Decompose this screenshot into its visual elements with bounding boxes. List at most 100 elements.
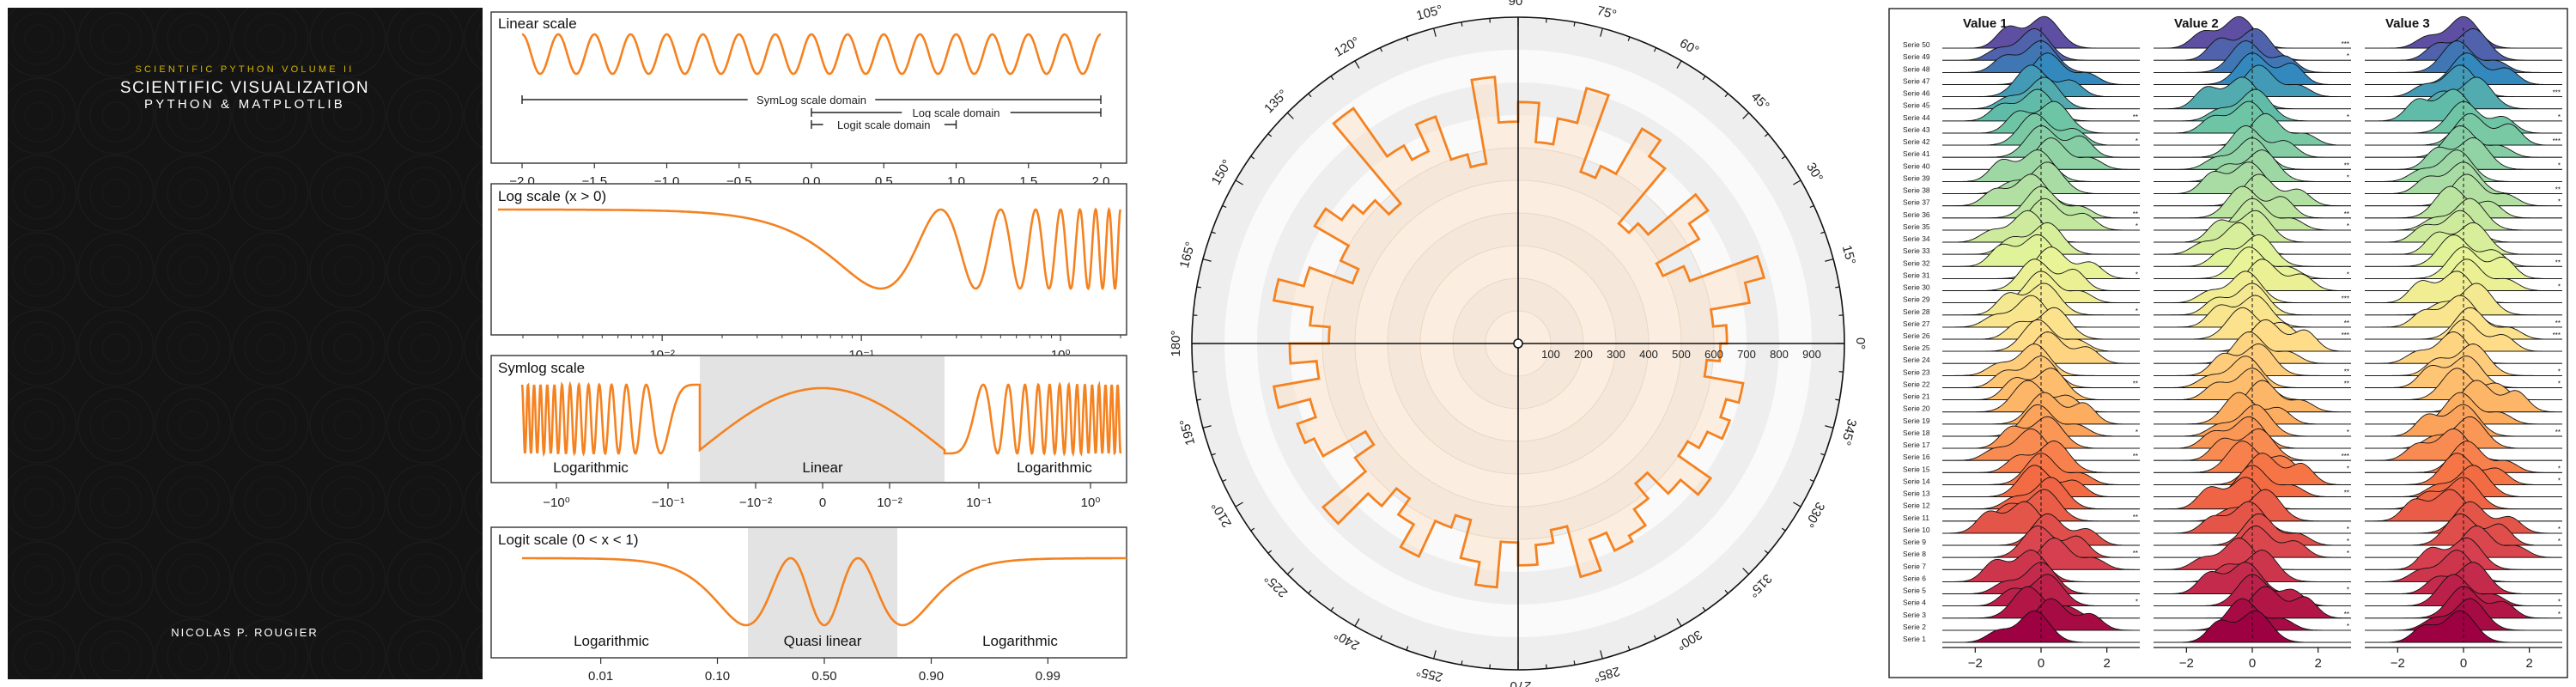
polar-angle-tick bbox=[1627, 646, 1631, 651]
x-tick-label: 0 bbox=[819, 495, 826, 510]
series-label: Serie 32 bbox=[1903, 258, 1930, 267]
series-label: Serie 28 bbox=[1903, 307, 1930, 316]
series-label: Serie 50 bbox=[1903, 40, 1930, 49]
series-label: Serie 40 bbox=[1903, 161, 1930, 170]
polar-angle-tick bbox=[1825, 258, 1834, 262]
x-tick-label: −10⁻² bbox=[739, 495, 772, 510]
series-label: Serie 43 bbox=[1903, 125, 1930, 134]
significance-mark: *** bbox=[2342, 331, 2349, 339]
polar-angle-tick bbox=[1809, 204, 1814, 209]
domain-label-bg bbox=[747, 93, 876, 105]
significance-mark: * bbox=[2136, 222, 2138, 230]
significance-mark: * bbox=[2136, 599, 2138, 606]
angle-label: 180° bbox=[1169, 330, 1183, 356]
panel-title: Symlog scale bbox=[498, 360, 585, 376]
cover-title: SCIENTIFIC VISUALIZATION bbox=[120, 79, 369, 97]
panel-title: Log scale (x > 0) bbox=[498, 188, 606, 204]
x-axis-ticks: −10⁰ −10⁻¹ −10⁻² 0 10⁻² 10⁻¹ 10⁰ bbox=[543, 483, 1100, 510]
angle-label: 30° bbox=[1803, 161, 1826, 185]
significance-mark: * bbox=[2558, 198, 2561, 206]
polar-angle-tick bbox=[1235, 179, 1243, 185]
significance-mark: * bbox=[2558, 538, 2561, 545]
domain-annotations: SymLog scale domain Log scale domainLogit… bbox=[521, 93, 1102, 131]
significance-mark: * bbox=[2558, 465, 2561, 472]
polar-angle-tick bbox=[1742, 568, 1750, 575]
significance-mark: * bbox=[2347, 550, 2349, 557]
polar-fill-area bbox=[1273, 76, 1765, 587]
region-label: Quasi linear bbox=[784, 633, 862, 649]
polar-angle-tick bbox=[1250, 527, 1255, 532]
r-tick-label: 100 bbox=[1541, 348, 1560, 361]
significance-mark: * bbox=[2347, 623, 2349, 630]
series-label: Serie 25 bbox=[1903, 344, 1930, 352]
significance-mark: * bbox=[2558, 283, 2561, 291]
series-label: Serie 9 bbox=[1903, 538, 1926, 546]
cover-subtitle: PYTHON & MATPLOTLIB bbox=[144, 97, 345, 112]
significance-mark: ** bbox=[2555, 319, 2561, 327]
polar-angle-tick bbox=[1724, 589, 1728, 594]
polar-angle-tick bbox=[1627, 36, 1631, 41]
polar-angle-tick bbox=[1354, 60, 1360, 69]
significance-mark: *** bbox=[2553, 331, 2561, 339]
series-label: Serie 35 bbox=[1903, 222, 1930, 231]
r-tick-label: 800 bbox=[1770, 348, 1789, 361]
polar-angle-tick bbox=[1781, 527, 1786, 532]
angle-label: 105° bbox=[1415, 3, 1444, 23]
significance-mark: * bbox=[2347, 271, 2349, 278]
polar-angle-tick bbox=[1676, 618, 1682, 627]
series-label: Serie 31 bbox=[1903, 271, 1930, 279]
angle-label: 270° bbox=[1504, 678, 1531, 687]
x-tick-label: −10⁻¹ bbox=[652, 495, 684, 510]
r-tick-label: 600 bbox=[1704, 348, 1723, 361]
significance-mark: ** bbox=[2344, 611, 2349, 618]
series-label: Serie 36 bbox=[1903, 210, 1930, 219]
ridgeline-frame bbox=[1888, 8, 2568, 678]
polar-angle-tick bbox=[1702, 76, 1706, 81]
quasi-linear-region-shade bbox=[748, 528, 897, 657]
significance-mark: * bbox=[2558, 161, 2561, 169]
angle-label: 45° bbox=[1748, 89, 1772, 113]
polar-angle-tick bbox=[1267, 550, 1273, 554]
polar-angle-tick bbox=[1354, 618, 1360, 627]
series-label: Serie 7 bbox=[1903, 562, 1926, 570]
series-label: Serie 11 bbox=[1903, 514, 1929, 522]
significance-mark: ** bbox=[2344, 489, 2349, 497]
significance-mark: * bbox=[2347, 538, 2349, 545]
series-label: Serie 33 bbox=[1903, 246, 1930, 255]
angle-label: 0° bbox=[1853, 337, 1868, 350]
series-label: Serie 17 bbox=[1903, 441, 1930, 449]
polar-angle-tick bbox=[1793, 502, 1801, 508]
series-label: Serie 46 bbox=[1903, 89, 1930, 98]
angle-label: 135° bbox=[1261, 87, 1291, 116]
series-label: Serie 8 bbox=[1903, 550, 1926, 558]
series-label: Serie 26 bbox=[1903, 331, 1930, 340]
symlog-scale-panel: Symlog scale Logarithmic Linear Logarith… bbox=[490, 355, 1127, 510]
polar-angle-tick bbox=[1433, 27, 1437, 37]
cover-pattern bbox=[8, 8, 483, 679]
angle-label: 225° bbox=[1261, 571, 1291, 600]
series-label: Serie 42 bbox=[1903, 137, 1930, 146]
series-label: Serie 37 bbox=[1903, 198, 1930, 207]
angle-label: 60° bbox=[1677, 36, 1701, 58]
x-tick-label: 0.01 bbox=[588, 669, 613, 684]
polar-angle-tick bbox=[1702, 606, 1706, 611]
polar-angle-tick bbox=[1653, 635, 1657, 640]
series-label: Serie 20 bbox=[1903, 404, 1930, 413]
polar-angle-tick bbox=[1196, 286, 1201, 289]
polar-angle-tick bbox=[1211, 231, 1216, 234]
x-tick-label: 0 bbox=[2038, 656, 2044, 671]
scale-panels: Linear scale SymLog scale domain Log scal… bbox=[490, 11, 1127, 684]
significance-mark: * bbox=[2347, 526, 2349, 533]
ridgeline-chart: Serie 1 Serie 2 Serie 3 Serie 4 Serie 5 Serie… bbox=[1888, 8, 2568, 678]
angle-label: 150° bbox=[1209, 157, 1235, 187]
series-label: Serie 29 bbox=[1903, 295, 1930, 304]
series-label: Serie 15 bbox=[1903, 465, 1930, 473]
significance-mark: * bbox=[2347, 52, 2349, 60]
significance-mark: ** bbox=[2555, 186, 2561, 194]
series-label: Serie 41 bbox=[1903, 149, 1930, 158]
polar-angle-tick bbox=[1461, 21, 1463, 27]
polar-bar-chart: 100 200 300 400 500 600 700 800 900 0° 15° 30° 45° 60… bbox=[1169, 0, 1868, 687]
significance-mark: ** bbox=[2133, 380, 2138, 387]
significance-mark: * bbox=[2347, 429, 2349, 436]
